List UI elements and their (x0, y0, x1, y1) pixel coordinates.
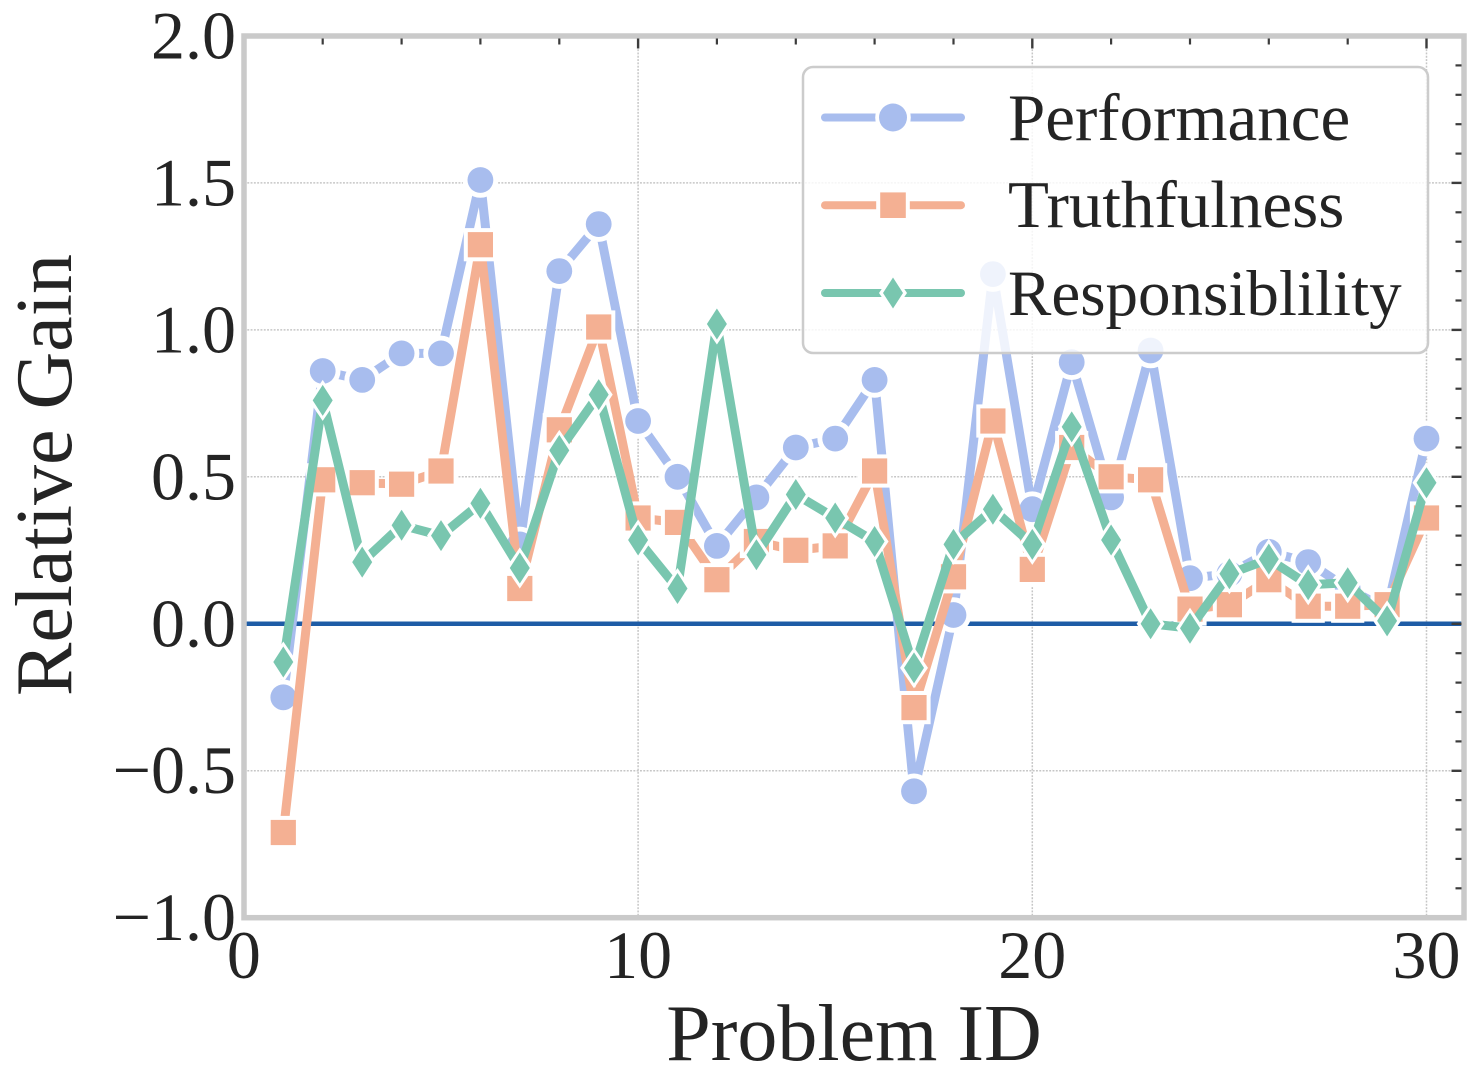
svg-text:0.0: 0.0 (151, 585, 236, 661)
svg-text:−0.5: −0.5 (113, 732, 236, 808)
svg-text:20: 20 (998, 917, 1066, 993)
svg-text:−1.0: −1.0 (113, 879, 236, 955)
svg-text:1.0: 1.0 (151, 291, 236, 367)
svg-text:0.5: 0.5 (151, 438, 236, 514)
svg-text:Relative Gain: Relative Gain (1, 254, 89, 696)
svg-text:0: 0 (227, 917, 261, 993)
svg-text:2.0: 2.0 (151, 0, 236, 74)
svg-text:Performance: Performance (1008, 81, 1350, 155)
svg-text:10: 10 (604, 917, 672, 993)
svg-text:Responsiblility: Responsiblility (1008, 258, 1402, 330)
svg-text:Truthfulness: Truthfulness (1008, 168, 1344, 242)
svg-text:Problem ID: Problem ID (666, 990, 1042, 1078)
svg-text:30: 30 (1393, 917, 1461, 993)
svg-text:1.5: 1.5 (151, 144, 236, 220)
